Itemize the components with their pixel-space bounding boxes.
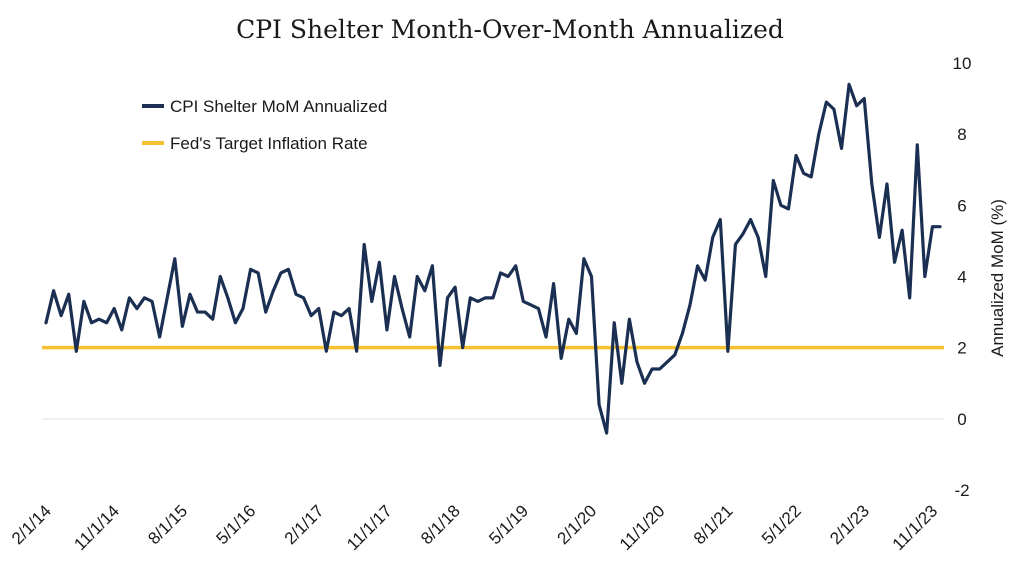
chart-title: CPI Shelter Month-Over-Month Annualized	[236, 15, 784, 44]
x-tick-label: 11/1/23	[889, 501, 942, 554]
y-tick-label: 0	[957, 410, 966, 429]
x-tick-label: 5/1/16	[213, 501, 260, 548]
legend-label-cpi: CPI Shelter MoM Annualized	[170, 97, 387, 116]
x-tick-label: 2/1/14	[8, 501, 55, 548]
x-tick-label: 5/1/22	[758, 501, 805, 548]
x-tick-label: 11/1/17	[343, 501, 396, 554]
legend: CPI Shelter MoM Annualized Fed's Target …	[142, 97, 387, 153]
x-tick-label: 2/1/23	[826, 501, 873, 548]
x-tick-label: 5/1/19	[485, 501, 532, 548]
x-tick-label: 8/1/21	[690, 501, 737, 548]
x-tick-label: 11/1/14	[70, 501, 123, 554]
y-tick-label: 8	[957, 125, 966, 144]
y-tick-label: -2	[954, 481, 969, 500]
x-axis-ticks: 2/1/14 11/1/14 8/1/15 5/1/16 2/1/17 11/1/17 8/…	[8, 501, 941, 554]
x-tick-label: 2/1/20	[553, 501, 600, 548]
cpi-shelter-line	[44, 82, 942, 435]
legend-label-fed: Fed's Target Inflation Rate	[170, 134, 368, 153]
y-tick-label: 4	[957, 268, 966, 287]
x-tick-label: 2/1/17	[281, 501, 328, 548]
x-tick-label: 8/1/18	[417, 501, 464, 548]
x-tick-label: 8/1/15	[144, 501, 191, 548]
y-tick-label: 2	[957, 339, 966, 358]
y-axis-ticks: 10 8 6 4 2 0 -2	[953, 54, 972, 500]
y-axis-label: Annualized MoM (%)	[988, 199, 1007, 357]
y-tick-label: 6	[957, 196, 966, 215]
y-tick-label: 10	[953, 54, 972, 73]
x-tick-label: 11/1/20	[616, 501, 669, 554]
